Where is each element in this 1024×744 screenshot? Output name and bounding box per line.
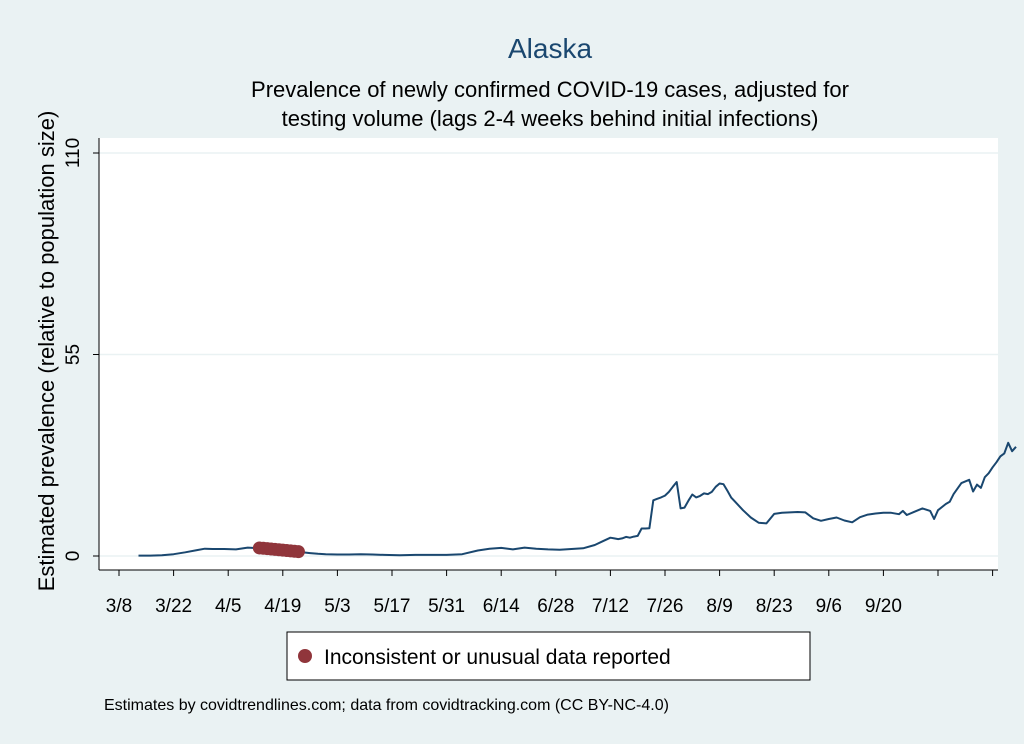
x-tick-label-14: 9/20 [865, 596, 902, 617]
y-tick-label-0: 0 [63, 551, 84, 562]
x-tick-label-11: 8/9 [706, 596, 732, 617]
x-tick-label-8: 6/28 [537, 596, 574, 617]
y-axis: 0 55 110 [63, 138, 100, 570]
legend-box [286, 631, 811, 681]
y-axis-title: Estimated prevalence (relative to popula… [34, 111, 59, 592]
annotation-markers [252, 541, 305, 559]
y-tick-label-1: 55 [63, 344, 84, 365]
x-tick-label-4: 5/3 [324, 596, 350, 617]
x-tick-label-5: 5/17 [374, 596, 411, 617]
x-tick-label-0: 3/8 [106, 596, 132, 617]
x-tick-label-12: 8/23 [756, 596, 793, 617]
x-tick-label-10: 7/26 [647, 596, 684, 617]
footer-credit: Estimates by covidtrendlines.com; data f… [104, 697, 669, 714]
x-tick-label-9: 7/12 [592, 596, 629, 617]
series-line-0 [138, 441, 1017, 557]
x-tick-label-7: 6/14 [483, 596, 520, 617]
grid-lines [99, 152, 998, 557]
x-tick-label-13: 9/6 [816, 596, 842, 617]
chart-title: Alaska [508, 33, 592, 64]
legend-marker [298, 649, 312, 663]
x-tick-label-3: 4/19 [264, 596, 301, 617]
legend-label: Inconsistent or unusual data reported [324, 646, 671, 669]
chart-subtitle-line-2: testing volume (lags 2-4 weeks behind in… [282, 106, 819, 131]
annotation-point-10 [291, 545, 305, 559]
chart-subtitle-line-1: Prevalence of newly confirmed COVID-19 c… [251, 77, 849, 102]
series-layer [138, 441, 1017, 557]
x-tick-label-6: 5/31 [428, 596, 465, 617]
x-tick-label-1: 3/22 [155, 596, 192, 617]
x-axis: 3/8 3/22 4/5 4/19 5/3 5/17 5/31 6/14 6/28 7/12 7/2… [99, 569, 998, 617]
y-tick-label-2: 110 [63, 138, 84, 168]
x-tick-label-2: 4/5 [215, 596, 241, 617]
legend: Inconsistent or unusual data reported [286, 631, 811, 681]
